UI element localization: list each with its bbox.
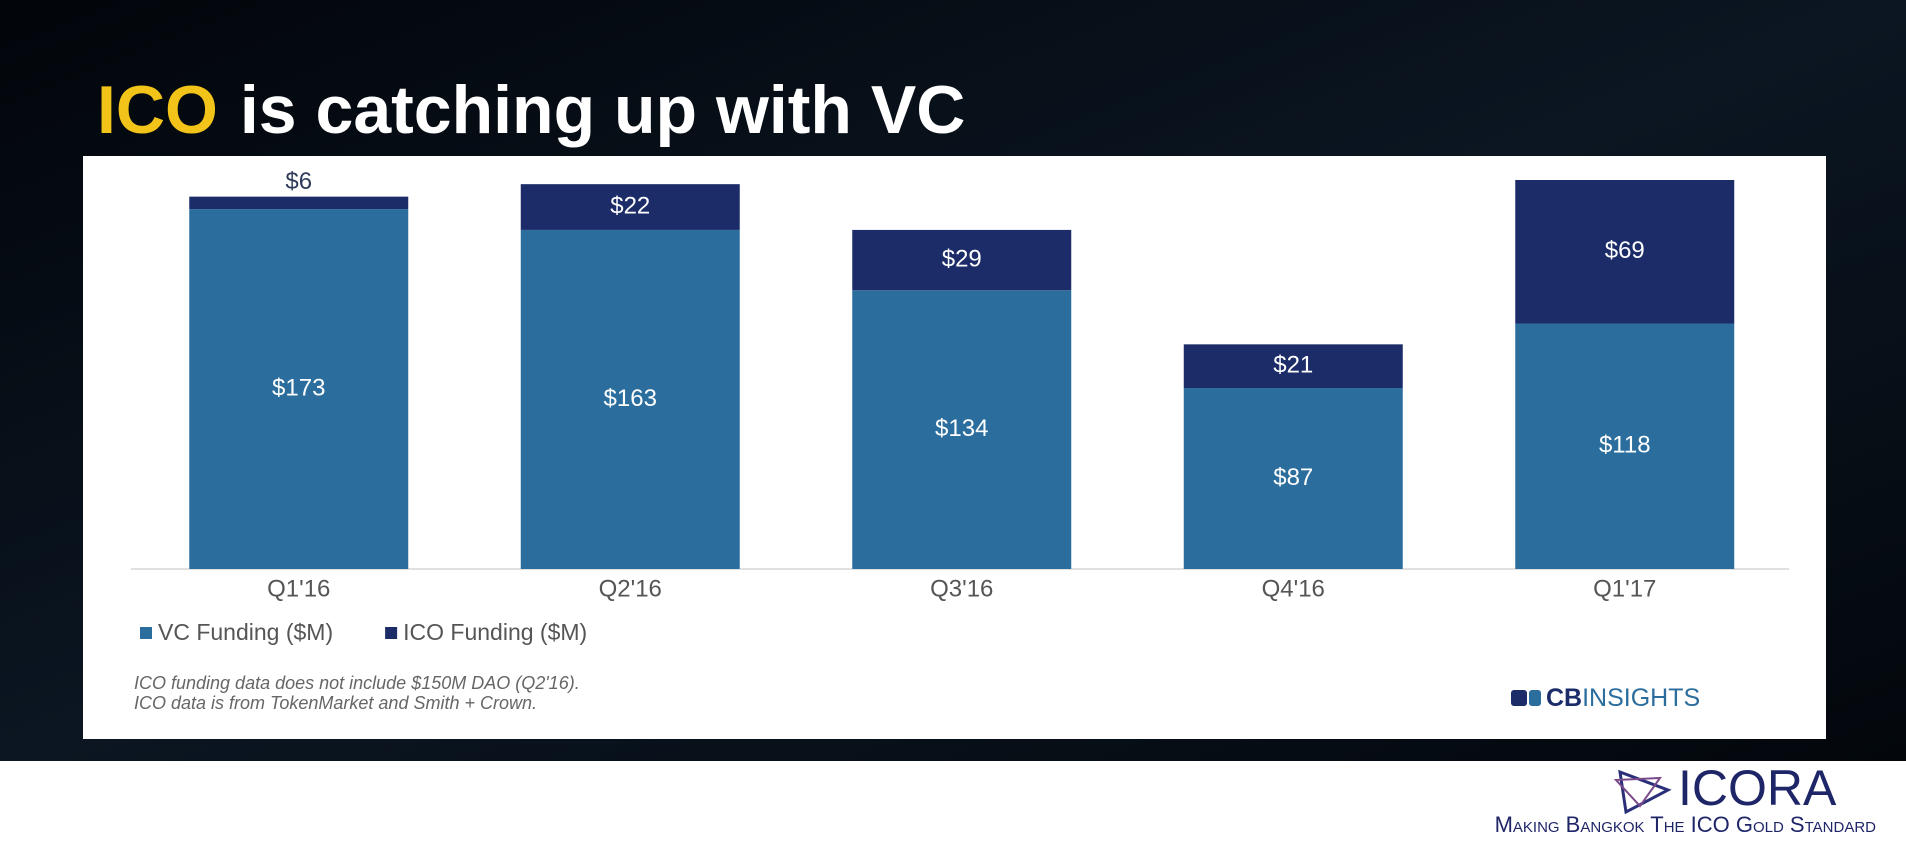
- legend-label: ICO Funding ($M): [403, 619, 587, 645]
- note: ICO funding data does not include $150M …: [134, 673, 580, 693]
- value-label: $29: [942, 245, 982, 272]
- notes: ICO funding data does not include $150M …: [134, 673, 580, 713]
- bar-segment: [520, 184, 740, 230]
- note: ICO data is from TokenMarket and Smith +…: [134, 693, 537, 713]
- logo-icon: [1618, 769, 1672, 815]
- footer-bar: [0, 761, 1906, 848]
- x-tick-label: Q1'16: [267, 575, 330, 602]
- logo-text: CBINSIGHTS: [1546, 684, 1700, 712]
- bar-segment: [1515, 180, 1735, 324]
- bar-segment: [852, 290, 1072, 569]
- logo-icon: [1613, 776, 1663, 808]
- bar-segment: [1183, 388, 1403, 569]
- icora-logo: ICORA: [1613, 760, 1837, 816]
- x-tick-label: Q1'17: [1593, 575, 1656, 602]
- value-label: $87: [1273, 464, 1313, 491]
- bar-segment: [852, 229, 1072, 291]
- bar-segment: [520, 229, 740, 569]
- logo-insights: INSIGHTS: [1582, 684, 1700, 712]
- legend-swatch: [140, 627, 152, 639]
- value-label: $173: [272, 374, 325, 401]
- legend-label: VC Funding ($M): [158, 619, 333, 645]
- bar-segment: [1183, 344, 1403, 389]
- logo-cb: CB: [1546, 684, 1582, 712]
- footer-brand: ICORA: [1678, 760, 1837, 816]
- x-tick-label: Q2'16: [599, 575, 662, 602]
- x-tick-label: Q3'16: [930, 575, 993, 602]
- chart: $173 $6 Q1'16 $163 $22 Q2'16 $134 $29 Q3'16 $87 $2…: [140, 168, 1735, 645]
- title-rest: is catching up with VC: [240, 72, 965, 148]
- value-label: $134: [935, 415, 988, 442]
- value-label: $21: [1273, 352, 1313, 379]
- title-highlight: ICO: [97, 72, 218, 148]
- value-label: $118: [1599, 432, 1651, 459]
- value-label: $22: [610, 192, 650, 219]
- value-label: $69: [1605, 237, 1645, 264]
- logo-icon: [1511, 690, 1527, 706]
- logo-icon: [1529, 690, 1541, 706]
- footer-tagline: Making Bangkok The ICO Gold Standard: [1495, 812, 1877, 837]
- bar-segment: [189, 196, 409, 210]
- legend-swatch: [385, 627, 398, 639]
- bar-segment: [189, 209, 409, 570]
- bar-segment: [1515, 323, 1735, 569]
- cb-logo: CBINSIGHTS: [1511, 684, 1700, 712]
- value-label: $163: [604, 385, 657, 412]
- value-label: $6: [285, 168, 312, 195]
- slide-title: ICO is catching up with VC: [97, 72, 965, 148]
- x-tick-label: Q4'16: [1262, 575, 1325, 602]
